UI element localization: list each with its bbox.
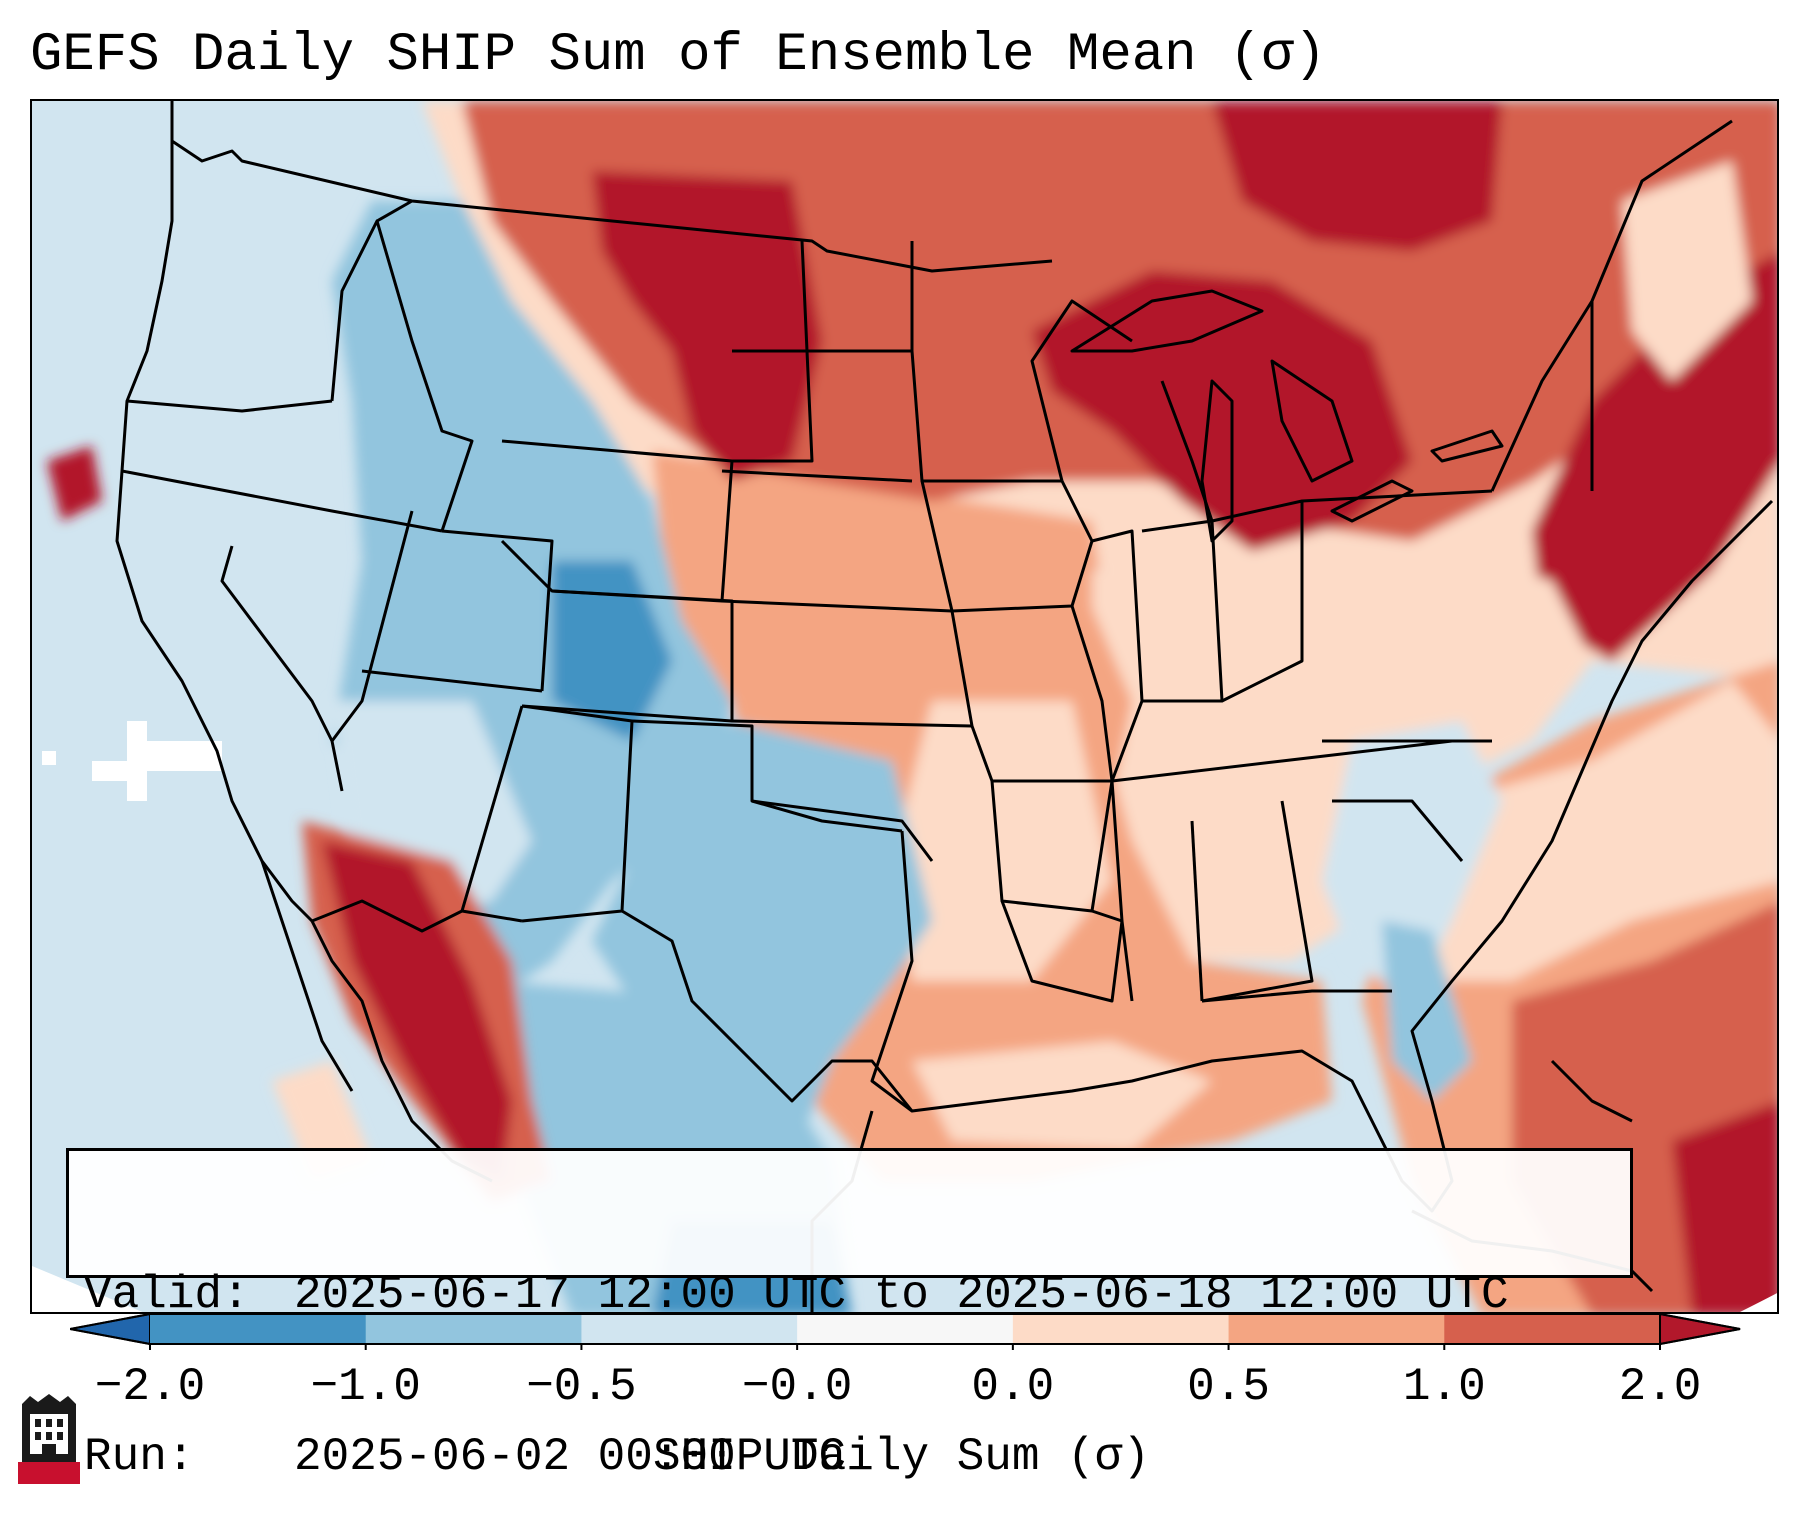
valid-run-info-box: Valid: 2025-06-17 12:00 UTC to 2025-06-18… bbox=[66, 1148, 1633, 1483]
anomaly-region-arklatex-light bbox=[902, 701, 1112, 981]
anomaly-region-southeast-light bbox=[1092, 541, 1592, 961]
border-or-ca-nv bbox=[121, 469, 443, 533]
border-nv-ut bbox=[330, 510, 414, 742]
anomaly-region-atlantic-light bbox=[1432, 681, 1777, 981]
border-ar bbox=[990, 780, 1114, 913]
anomaly-region-pacific-red bbox=[47, 446, 102, 521]
coast-baja bbox=[260, 860, 354, 1092]
anomaly-region-baja-dark bbox=[322, 841, 512, 1181]
valid-label: Valid: bbox=[84, 1269, 250, 1321]
border-ne-ks bbox=[721, 599, 953, 613]
border-la bbox=[1000, 900, 1124, 1003]
border-az-nm bbox=[460, 705, 524, 912]
border-nc-sc bbox=[1332, 799, 1464, 862]
border-ks-ok bbox=[731, 719, 973, 728]
niu-logo bbox=[18, 1394, 80, 1484]
colorbar-tick-label: 0.0 bbox=[971, 1361, 1055, 1413]
border-al bbox=[1190, 820, 1204, 1002]
anomaly-region-texas-light bbox=[592, 721, 932, 1201]
border-tn-ms-al-ga bbox=[1110, 780, 1134, 1002]
lake-michigan bbox=[1200, 379, 1234, 543]
border-ga bbox=[1201, 800, 1314, 1003]
border-ut-co bbox=[441, 529, 554, 692]
colorbar-label: SHIP Daily Sum (σ) bbox=[653, 1431, 1150, 1483]
colorbar bbox=[70, 1312, 1741, 1350]
domain-edge-corner-right bbox=[1739, 1293, 1777, 1312]
colorbar-tick-label: 2.0 bbox=[1618, 1361, 1702, 1413]
border-co-ks bbox=[521, 589, 734, 723]
colorbar-bin bbox=[1228, 1314, 1445, 1344]
anomaly-region-carolina-blue bbox=[1322, 721, 1502, 1001]
border-mo bbox=[950, 605, 1114, 783]
anomaly-region-great-lakes-dark bbox=[1032, 271, 1412, 551]
border-oh-pa bbox=[1211, 499, 1304, 703]
border-ca-nv bbox=[220, 545, 344, 792]
colorbar-extend-low bbox=[70, 1312, 151, 1346]
anomaly-region-maine-light bbox=[1622, 161, 1752, 381]
border-nm-tx bbox=[521, 704, 634, 923]
colorbar-bin bbox=[797, 1314, 1014, 1344]
border-mn bbox=[910, 241, 1062, 483]
map-title: GEFS Daily SHIP Sum of Ensemble Mean (σ) bbox=[30, 25, 1327, 86]
lake-huron bbox=[1270, 359, 1354, 483]
colorbar-tick-label: 1.0 bbox=[1402, 1361, 1486, 1413]
border-mt-nd-sd bbox=[732, 240, 814, 463]
lake-superior bbox=[1070, 289, 1264, 353]
colorbar-bin bbox=[1444, 1314, 1661, 1344]
map-panel bbox=[30, 99, 1779, 1314]
run-value: 2025-06-02 00:00 UTC bbox=[294, 1431, 847, 1483]
border-ky-tn bbox=[1111, 739, 1453, 783]
border-il-in bbox=[1091, 529, 1144, 782]
anomaly-region-caribbean-dark bbox=[1672, 1102, 1777, 1312]
lake-ontario bbox=[1430, 429, 1504, 463]
border-az-mexico bbox=[311, 899, 523, 933]
colorbar-tick-label: 0.5 bbox=[1187, 1361, 1270, 1413]
colorbar-bin bbox=[581, 1314, 798, 1344]
anomaly-region-colorado-blue bbox=[552, 561, 672, 741]
border-in-oh bbox=[1141, 519, 1224, 703]
lake-erie bbox=[1330, 479, 1414, 523]
colorbar-tick-label: −2.0 bbox=[94, 1361, 206, 1413]
border-fl bbox=[1201, 989, 1392, 1003]
run-line: Run: 2025-06-02 00:00 UTC bbox=[84, 1430, 1630, 1484]
border-ut-az bbox=[361, 669, 543, 693]
anomaly-region-gulf-light bbox=[912, 1041, 1212, 1151]
border-sd-ne bbox=[721, 469, 913, 483]
border-mt-id bbox=[376, 199, 413, 223]
colorbar-tick-label: −0.0 bbox=[741, 1361, 853, 1413]
border-pa-ny bbox=[1301, 489, 1493, 503]
missing-data-patch bbox=[42, 721, 222, 801]
colorbar-bin bbox=[365, 1314, 582, 1344]
valid-value: 2025-06-17 12:00 UTC to 2025-06-18 12:00… bbox=[294, 1269, 1509, 1321]
border-id bbox=[330, 219, 474, 532]
border-ok-tx bbox=[751, 799, 934, 862]
border-wi bbox=[1030, 299, 1133, 482]
colorbar-tick-label: −0.5 bbox=[526, 1361, 637, 1413]
anomaly-region-mississippi-orange bbox=[932, 561, 1132, 801]
border-wa-or bbox=[126, 399, 333, 413]
colorbar-bin bbox=[150, 1314, 367, 1344]
colorbar-extend-high bbox=[1659, 1312, 1741, 1346]
anomaly-region-montana-dark bbox=[592, 171, 822, 481]
valid-line: Valid: 2025-06-17 12:00 UTC to 2025-06-18… bbox=[84, 1268, 1630, 1322]
run-label: Run: bbox=[84, 1431, 195, 1483]
coast-bahamas bbox=[1550, 1059, 1633, 1123]
colorbar-tick-label: −1.0 bbox=[310, 1361, 421, 1413]
anomaly-region-ontario-dark bbox=[1212, 101, 1502, 251]
domain-edge-corner bbox=[32, 1266, 143, 1312]
anomaly-map bbox=[32, 101, 1777, 1312]
colorbar-bin bbox=[1012, 1314, 1230, 1344]
coast-pacific bbox=[115, 141, 314, 923]
coast-texas-gulf bbox=[621, 909, 914, 1112]
